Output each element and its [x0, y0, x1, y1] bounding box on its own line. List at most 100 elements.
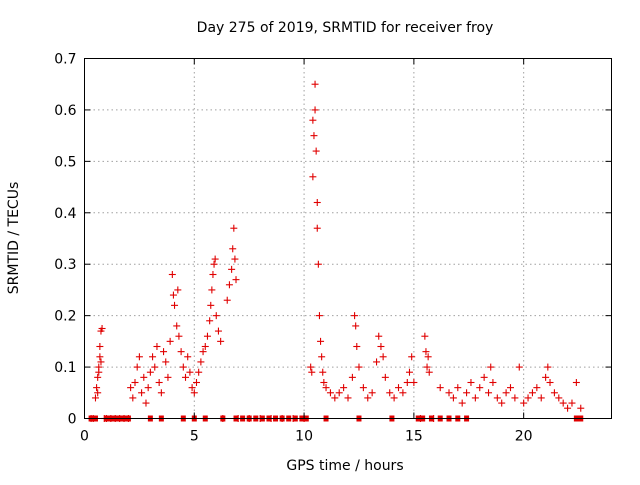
data-point — [511, 394, 519, 402]
data-point — [203, 332, 211, 340]
data-point — [179, 363, 187, 371]
data-point — [485, 389, 493, 397]
data-point — [335, 389, 343, 397]
data-point — [93, 384, 101, 392]
data-point — [166, 337, 174, 345]
plot-frame — [84, 58, 612, 419]
data-point — [160, 348, 168, 356]
data-point — [201, 343, 209, 350]
x-tick-label: 5 — [190, 429, 199, 445]
data-point — [322, 384, 330, 392]
y-tick-label: 0.3 — [54, 257, 76, 273]
data-point — [449, 394, 457, 402]
data-point — [94, 373, 102, 381]
data-point — [217, 337, 225, 345]
data-point — [568, 399, 576, 407]
data-point — [399, 389, 407, 397]
data-point — [309, 116, 317, 124]
data-point — [133, 363, 141, 371]
data-point — [559, 399, 567, 407]
data-point — [142, 399, 150, 407]
data-point — [390, 394, 398, 402]
data-point — [97, 358, 105, 366]
data-point — [312, 147, 320, 155]
data-point — [421, 332, 429, 340]
y-tick-label: 0.5 — [54, 154, 76, 170]
data-point — [351, 312, 359, 320]
data-point — [168, 271, 176, 278]
data-point — [410, 379, 418, 386]
data-point — [230, 224, 238, 232]
data-point — [537, 394, 545, 402]
y-tick-label: 0.2 — [54, 309, 76, 325]
data-point — [206, 317, 214, 325]
data-point — [564, 404, 572, 412]
x-tick-label: 15 — [405, 429, 423, 445]
data-point — [223, 296, 231, 304]
data-point — [186, 368, 194, 376]
data-point — [542, 373, 550, 381]
data-point — [231, 255, 239, 263]
data-point — [340, 384, 348, 392]
data-point — [524, 394, 532, 402]
data-point — [487, 363, 495, 371]
data-point — [515, 363, 523, 371]
data-point — [471, 394, 479, 402]
data-point — [577, 404, 585, 412]
data-point — [395, 384, 403, 392]
x-axis-title: GPS time / hours — [286, 458, 403, 474]
data-point — [127, 384, 135, 392]
data-point — [386, 389, 394, 397]
data-point — [572, 379, 580, 386]
data-point — [506, 384, 514, 392]
data-point — [318, 353, 326, 361]
data-point — [131, 379, 139, 386]
axis-ticks: 0 5 10 15 20 0 0.1 0.2 0.3 0.4 0.5 0.6 0.7 — [54, 52, 612, 445]
data-point — [211, 255, 219, 263]
data-point — [210, 260, 218, 268]
data-point — [489, 379, 497, 386]
data-point — [228, 265, 236, 273]
data-point — [195, 368, 203, 376]
data-point — [157, 389, 165, 397]
data-point — [405, 368, 413, 376]
data-point — [375, 332, 383, 340]
data-point — [188, 384, 196, 392]
grid — [84, 58, 612, 419]
x-tick-label: 20 — [515, 429, 533, 445]
data-point — [129, 394, 137, 402]
y-tick-label: 0.6 — [54, 103, 76, 119]
data-point — [225, 281, 233, 289]
data-point — [94, 389, 102, 397]
data-point — [373, 358, 381, 366]
data-point — [480, 373, 488, 381]
data-point — [314, 260, 322, 268]
data-point — [463, 389, 471, 397]
data-point — [355, 363, 363, 371]
data-point — [229, 245, 237, 253]
data-point — [379, 353, 387, 361]
data-point — [403, 379, 411, 386]
data-point — [359, 384, 367, 392]
data-point — [467, 379, 475, 386]
data-point — [498, 399, 506, 407]
data-point — [135, 353, 143, 361]
data-point — [91, 394, 99, 402]
data-point — [162, 358, 170, 366]
data-point — [353, 343, 361, 350]
data-point — [144, 384, 152, 392]
x-tick-label: 10 — [295, 429, 313, 445]
data-point — [96, 343, 104, 350]
data-point — [174, 286, 182, 294]
data-point — [177, 348, 185, 356]
data-point — [171, 301, 179, 309]
data-point — [149, 353, 157, 361]
data-point — [422, 348, 430, 356]
data-point — [310, 132, 318, 140]
y-tick-label: 0.1 — [54, 360, 76, 376]
data-point — [146, 368, 154, 376]
data-point — [214, 327, 222, 335]
data-point — [381, 373, 389, 381]
